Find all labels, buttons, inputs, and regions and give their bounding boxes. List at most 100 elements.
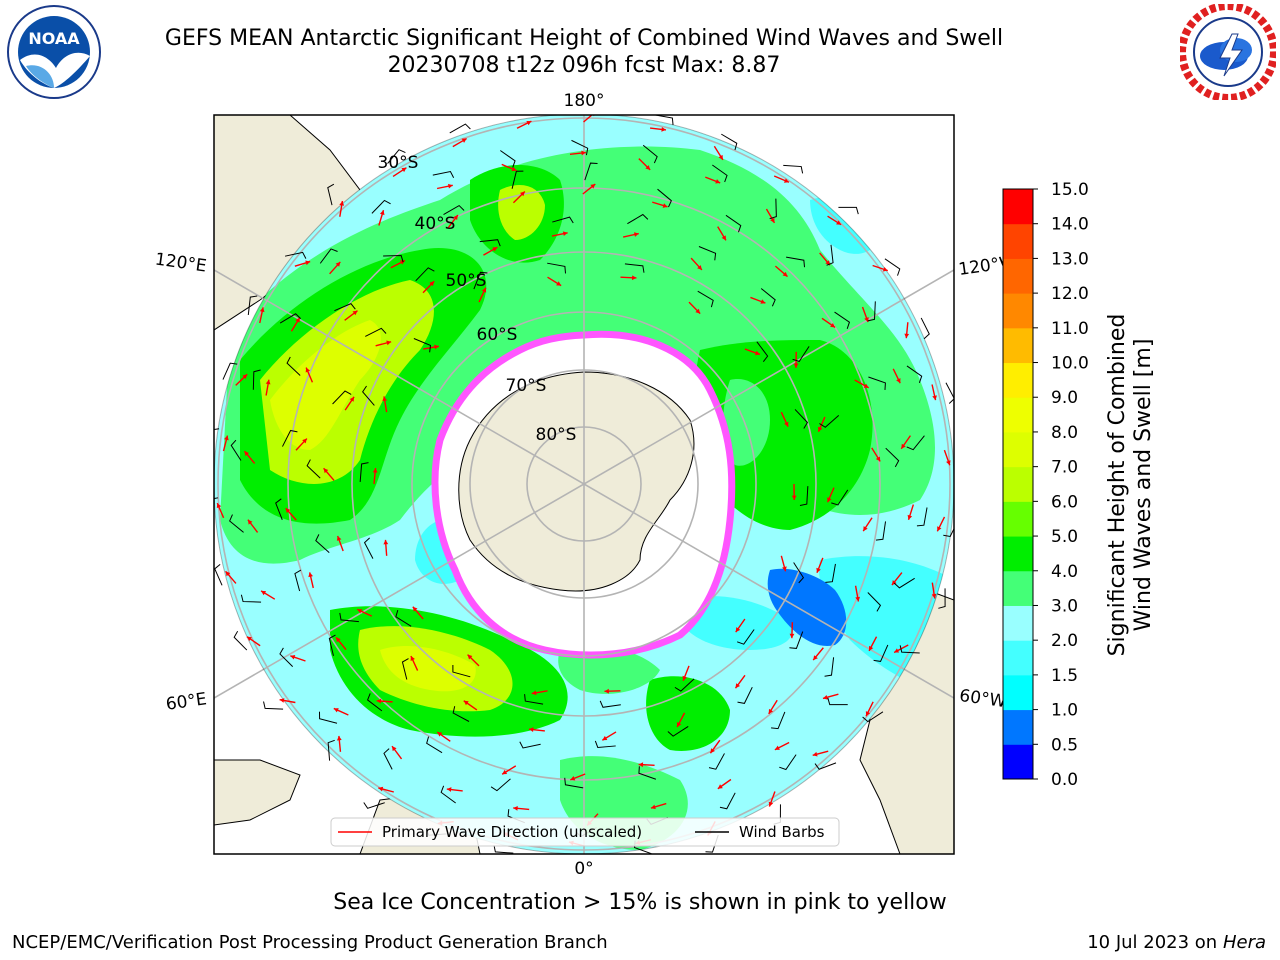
wave-arrow-head bbox=[827, 497, 832, 503]
colorbar-label-line1: Significant Height of Combined bbox=[1105, 314, 1130, 657]
wind-barb bbox=[943, 527, 954, 538]
lat-label-30s: 30°S bbox=[378, 153, 419, 173]
wave-arrow-head bbox=[400, 260, 406, 265]
colorbar-tick-label: 0.0 bbox=[1051, 770, 1078, 790]
wind-barb bbox=[674, 678, 695, 692]
colorbar-tick-label: 10.0 bbox=[1051, 354, 1089, 374]
wind-barb bbox=[230, 439, 242, 461]
wave-arrow-head bbox=[946, 460, 951, 466]
colorbar-tick-label: 0.5 bbox=[1051, 735, 1078, 755]
wave-arrow-head bbox=[528, 727, 534, 733]
lon-label-120e: 120°E bbox=[154, 250, 208, 277]
wave-arrow-head bbox=[520, 191, 525, 197]
wave-arrow-head bbox=[244, 451, 250, 457]
wave-arrow-head bbox=[305, 260, 311, 266]
wave-arrow-head bbox=[638, 762, 644, 768]
wave-arrow-head bbox=[379, 210, 385, 216]
wave-arrow-head bbox=[863, 526, 868, 532]
wind-barb bbox=[247, 295, 258, 316]
colorbar-tick-label: 11.0 bbox=[1051, 319, 1089, 339]
wind-barb bbox=[387, 149, 406, 164]
wave-arrow-head bbox=[259, 307, 265, 313]
wind-barb bbox=[524, 694, 544, 705]
wind-barb bbox=[838, 206, 859, 215]
nws-logo bbox=[1180, 4, 1276, 100]
colorbar-segment bbox=[1003, 605, 1033, 641]
wind-barb bbox=[708, 753, 725, 770]
lat-label-70s: 70°S bbox=[506, 376, 547, 396]
wind-barb bbox=[756, 341, 769, 362]
wind-barb bbox=[452, 706, 470, 722]
antarctica bbox=[458, 371, 695, 592]
wind-barb bbox=[799, 486, 809, 507]
wind-barb bbox=[395, 609, 412, 627]
wave-arrow-head bbox=[768, 801, 774, 807]
wave-arrow-head bbox=[894, 648, 900, 653]
wind-barb bbox=[862, 711, 884, 723]
wind-barb bbox=[319, 248, 338, 264]
wind-barb bbox=[794, 409, 809, 429]
wind-barb bbox=[413, 338, 432, 353]
wind-barb bbox=[875, 521, 887, 541]
wave-arrow-head bbox=[531, 690, 537, 696]
wind-barb bbox=[490, 778, 511, 792]
colorbar-tick-label: 5.0 bbox=[1051, 527, 1078, 547]
wave-arrow-head bbox=[812, 751, 818, 757]
wave-arrow-head bbox=[710, 748, 715, 754]
wind-barb bbox=[819, 414, 840, 428]
wind-barb bbox=[493, 844, 514, 854]
wind-barb bbox=[916, 507, 928, 527]
wind-barb bbox=[721, 133, 738, 151]
wind-barb bbox=[792, 346, 810, 363]
wave-arrow-head bbox=[715, 179, 721, 184]
wave-arrow-head bbox=[754, 350, 760, 356]
wind-barb bbox=[642, 144, 658, 164]
colorbar-segment bbox=[1003, 223, 1033, 259]
wind-barb bbox=[426, 736, 443, 754]
wave-arrow-head bbox=[305, 367, 311, 373]
wind-barb bbox=[736, 629, 755, 645]
footer-date-text: 10 Jul 2023 on bbox=[1087, 932, 1223, 953]
noaa-logo: NOAA bbox=[7, 5, 101, 99]
wave-arrow-head bbox=[875, 456, 881, 462]
wind-barb bbox=[511, 170, 524, 189]
wind-barb bbox=[240, 594, 262, 603]
wave-arrow-head bbox=[461, 138, 467, 143]
footer-credit: NCEP/EMC/Verification Post Processing Pr… bbox=[12, 932, 608, 953]
wave-arrow bbox=[583, 115, 593, 123]
wave-arrow-head bbox=[446, 787, 452, 792]
wave-arrow-head bbox=[349, 396, 355, 402]
wind-barb bbox=[712, 164, 728, 183]
lon-label-60e: 60°E bbox=[165, 689, 208, 714]
wave-arrow-head bbox=[246, 636, 252, 642]
wind-barb bbox=[282, 429, 298, 447]
wave-arrow-head bbox=[295, 317, 300, 323]
wind-barb bbox=[432, 170, 455, 178]
wind-barb bbox=[906, 365, 923, 383]
wave-arrow-head bbox=[633, 232, 639, 237]
colorbar-segment bbox=[1003, 466, 1033, 502]
wind-barb bbox=[294, 569, 302, 592]
wave-arrow-head bbox=[818, 426, 823, 432]
wind-barb bbox=[760, 288, 776, 307]
wind-barb bbox=[783, 164, 804, 174]
wave-arrow-head bbox=[718, 154, 723, 160]
wind-barb bbox=[789, 631, 804, 649]
wave-arrow-head bbox=[789, 633, 795, 639]
wind-barb bbox=[627, 213, 649, 225]
wave-arrow-head bbox=[793, 363, 799, 368]
wave-arrow-head bbox=[631, 275, 637, 281]
wind-barb bbox=[779, 754, 797, 771]
wave-arrow-head bbox=[467, 654, 473, 660]
wind-barb bbox=[328, 634, 336, 657]
wave-arrow-head bbox=[774, 745, 780, 750]
wave-arrow-head bbox=[279, 698, 285, 703]
wind-barb bbox=[824, 657, 835, 677]
wind-barb bbox=[222, 362, 238, 380]
wave-arrow-head bbox=[896, 378, 901, 384]
legend-wave-label: Primary Wave Direction (unscaled) bbox=[382, 823, 642, 841]
wave-arrow-head bbox=[333, 708, 339, 713]
lon-label-0: 0° bbox=[574, 859, 593, 879]
wave-arrow-head bbox=[855, 596, 860, 602]
noaa-logo-text: NOAA bbox=[28, 29, 80, 48]
